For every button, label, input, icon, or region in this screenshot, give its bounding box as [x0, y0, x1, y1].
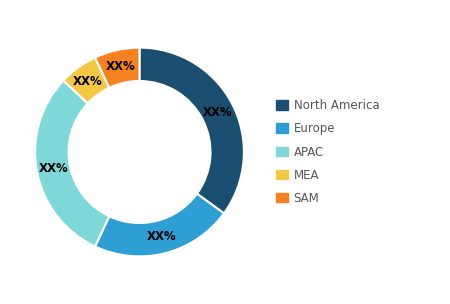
Text: XX%: XX% — [73, 74, 103, 88]
Wedge shape — [95, 48, 140, 88]
Wedge shape — [35, 81, 109, 247]
Text: XX%: XX% — [39, 162, 68, 175]
Wedge shape — [63, 57, 109, 103]
Text: XX%: XX% — [105, 60, 135, 73]
Text: XX%: XX% — [203, 106, 233, 119]
Wedge shape — [140, 48, 244, 213]
Legend: North America, Europe, APAC, MEA, SAM: North America, Europe, APAC, MEA, SAM — [276, 99, 379, 205]
Text: XX%: XX% — [146, 230, 176, 244]
Wedge shape — [95, 194, 224, 256]
